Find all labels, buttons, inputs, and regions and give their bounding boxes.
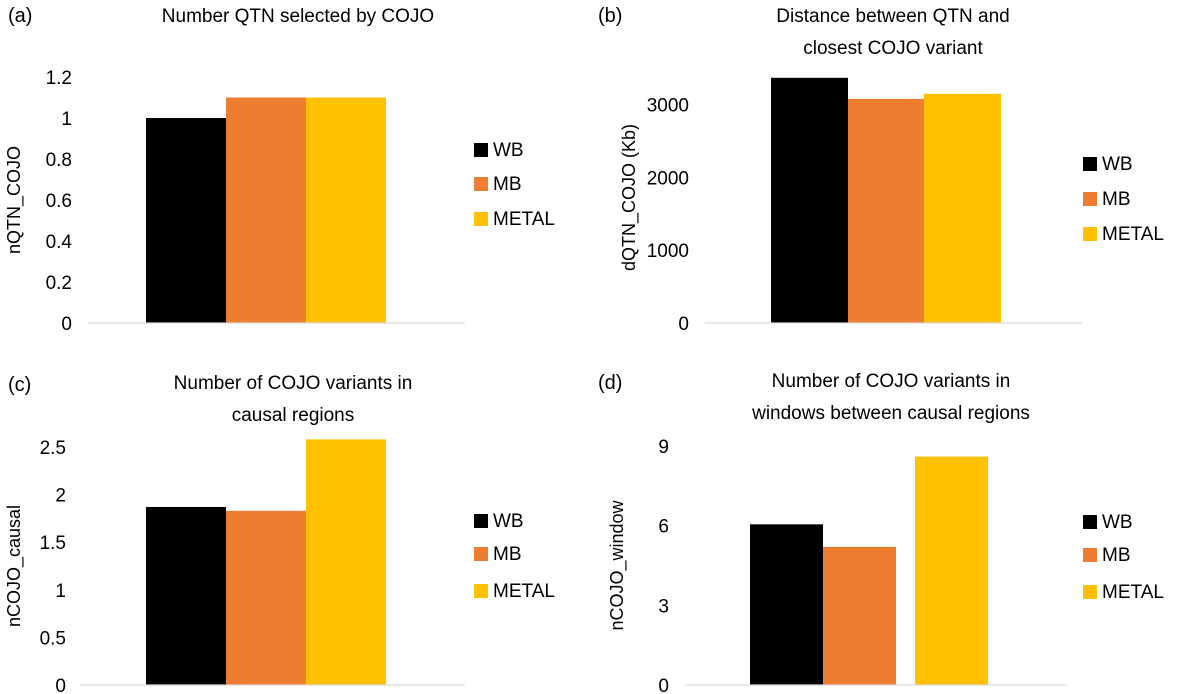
legend-label-wb: WB [1102,154,1133,175]
legend-label-wb: WB [493,140,524,161]
legend-swatch-mb [1083,548,1097,562]
bar-mb [823,546,896,685]
legend-swatch-mb [1083,192,1097,206]
legend-label-mb: MB [493,174,522,195]
y-axis-label: dQTN_COJO (Kb) [619,124,640,271]
chart-d: (d) Number of COJO variants in windows bet… [598,371,1164,694]
legend-label-wb: WB [493,511,524,532]
chart-title: Number of COJO variants in [174,373,413,394]
y-tick-label: 0 [55,676,66,694]
legend-swatch-metal [1083,227,1097,241]
y-tick-label: 6 [658,517,669,538]
y-tick-label: 0.2 [46,273,72,294]
panel-label: (d) [598,372,622,394]
y-tick-label: 0.6 [46,191,72,212]
bar-metal [924,93,1001,324]
legend-label-metal: METAL [1102,582,1164,603]
y-tick-label: 0 [678,314,689,335]
legend-swatch-metal [1083,585,1097,599]
chart-title: closest COJO variant [803,38,983,59]
y-tick-label: 0 [61,314,72,335]
panel-c: (c) Number of COJO variants in causal regi… [0,347,593,694]
legend-label-metal: METAL [1102,224,1164,245]
bar-mb [226,97,306,323]
y-tick-label: 1.2 [46,68,72,89]
legend-label-metal: METAL [493,209,555,230]
y-tick-label: 0.5 [40,628,66,649]
legend-swatch-mb [474,547,488,561]
y-tick-label: 2000 [647,168,689,189]
y-tick-label: 1.5 [40,533,66,554]
bar-metal [915,456,988,685]
legend-swatch-wb [1083,515,1097,529]
legend-swatch-metal [474,584,488,598]
panel-b: (b) Distance between QTN and closest COJO … [593,0,1186,347]
chart-title: causal regions [232,405,355,426]
legend-swatch-wb [474,143,488,157]
bar-wb [750,524,823,685]
y-tick-label: 1 [55,581,66,602]
chart-title: Number of COJO variants in [772,371,1011,392]
y-axis-label: nCOJO_causal [4,505,25,627]
chart-title: Distance between QTN and [776,6,1009,27]
bar-mb [226,510,306,685]
panel-a: (a) Number QTN selected by COJO 0 0.2 0.4 0.6… [0,0,593,347]
panel-label: (c) [8,374,31,396]
y-axis-label: nCOJO_window [607,499,628,630]
bar-metal [306,97,386,323]
y-tick-label: 2.5 [40,438,66,459]
legend-label-mb: MB [1102,189,1131,210]
legend-swatch-metal [474,212,488,226]
panel-label: (a) [8,5,32,27]
y-tick-label: 3 [658,596,669,617]
panel-d: (d) Number of COJO variants in windows bet… [593,347,1186,694]
bar-wb [771,77,848,324]
chart-title: Number QTN selected by COJO [162,6,434,27]
bar-metal [306,439,386,685]
bar-mb [848,98,925,323]
legend-swatch-wb [1083,157,1097,171]
legend-label-metal: METAL [493,581,555,602]
y-tick-label: 0 [658,676,669,694]
legend-label-mb: MB [493,544,522,565]
y-axis-label: nQTN_COJO [4,146,25,254]
y-tick-label: 1 [61,109,72,130]
chart-a: (a) Number QTN selected by COJO 0 0.2 0.4 0.6… [4,5,555,335]
legend-label-mb: MB [1102,545,1131,566]
y-tick-label: 9 [658,437,669,458]
bar-wb [146,118,226,323]
legend-swatch-mb [474,177,488,191]
y-tick-label: 0.8 [46,150,72,171]
chart-c: (c) Number of COJO variants in causal regi… [4,373,555,694]
chart-b: (b) Distance between QTN and closest COJO … [598,5,1164,335]
y-tick-label: 1000 [647,241,689,262]
legend-label-wb: WB [1102,512,1133,533]
legend-swatch-wb [474,514,488,528]
chart-title: windows between causal regions [751,403,1030,424]
y-tick-label: 3000 [647,96,689,117]
y-tick-label: 2 [55,486,66,507]
panel-label: (b) [598,5,622,27]
y-tick-label: 0.4 [46,232,73,253]
bar-wb [146,506,226,685]
